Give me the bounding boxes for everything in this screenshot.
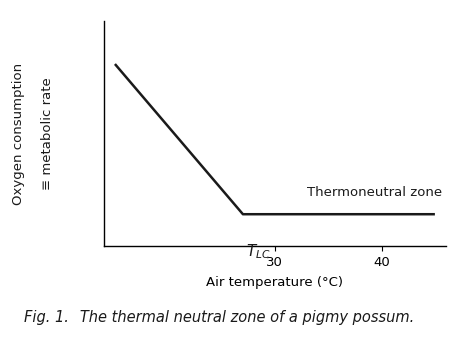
Text: ≡ metabolic rate: ≡ metabolic rate	[41, 77, 54, 190]
Text: Oxygen consumption: Oxygen consumption	[12, 63, 26, 205]
Text: Thermoneutral zone: Thermoneutral zone	[307, 186, 442, 199]
Text: $T_{LC}$: $T_{LC}$	[246, 242, 271, 261]
Text: The thermal neutral zone of a pigmy possum.: The thermal neutral zone of a pigmy poss…	[66, 310, 415, 325]
X-axis label: Air temperature (°C): Air temperature (°C)	[206, 276, 344, 289]
Text: Fig. 1.: Fig. 1.	[24, 310, 69, 325]
